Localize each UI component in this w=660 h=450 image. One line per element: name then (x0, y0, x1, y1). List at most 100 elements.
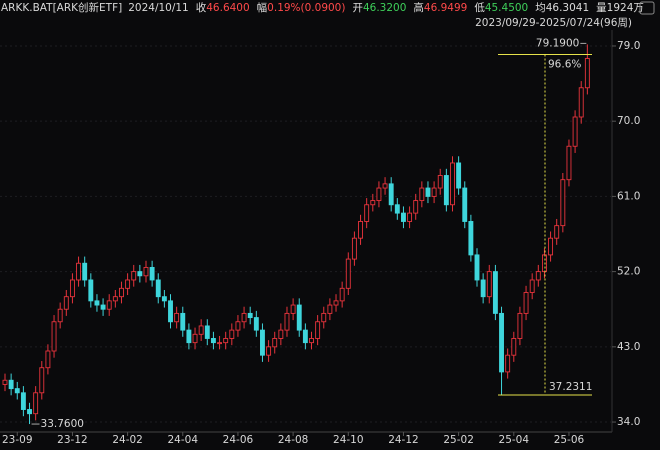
candle-body (112, 296, 118, 302)
candle-body (88, 279, 94, 302)
header-label: 均 (535, 2, 546, 14)
candle-body (437, 175, 443, 189)
x-tick-label: 24-10 (333, 434, 364, 446)
candle-body (125, 279, 131, 289)
candle-body (351, 237, 357, 260)
candle-body (278, 329, 284, 339)
max-label: 79.1900 (536, 37, 579, 49)
candle-body (468, 221, 474, 256)
candle-body (499, 312, 504, 373)
candle-body (14, 388, 20, 394)
candle-body (186, 329, 192, 344)
x-tick-label: 25-02 (443, 434, 474, 446)
header-label: 低 (474, 1, 485, 14)
candle-body (94, 300, 100, 306)
candle-body (425, 187, 431, 197)
y-tick-label: 52.0 (617, 266, 640, 278)
candle-body (511, 338, 517, 356)
y-tick-label: 61.0 (617, 190, 640, 202)
candle-body (198, 325, 204, 335)
candle-body (247, 312, 253, 319)
candle-body (210, 338, 216, 344)
title: ARKK.BAT[ARK创新ETF] (1, 1, 122, 14)
candle-body (456, 162, 462, 189)
header-value: 0.19%(0.0900) (267, 2, 345, 14)
x-tick-label: 24-12 (388, 434, 419, 446)
candle-body (394, 204, 400, 214)
candle-body (572, 116, 578, 147)
header-value: 46.9499 (424, 2, 467, 14)
candle-body (290, 304, 296, 314)
candle-body (535, 271, 541, 281)
candle-body (296, 304, 302, 331)
candle-body (339, 287, 345, 302)
candle-body (523, 292, 529, 314)
candle-body (302, 329, 308, 344)
candle-body (2, 379, 8, 385)
candle-body (321, 312, 327, 323)
candle-body (260, 329, 265, 356)
candle-body (401, 212, 406, 222)
candle-body (388, 183, 394, 206)
candle-body (431, 187, 437, 197)
header-value: 45.4500 (485, 2, 528, 14)
header-value: 46.6400 (206, 2, 249, 14)
candle-body (566, 145, 572, 181)
candle-body (63, 296, 69, 310)
candle-body (100, 304, 106, 310)
candle-body (480, 279, 486, 298)
x-tick-label: 24-02 (112, 434, 143, 446)
candle-body (33, 392, 39, 415)
candle-body (223, 338, 229, 344)
candle-body (204, 325, 210, 339)
x-tick-label: 25-06 (554, 434, 585, 446)
candle-body (554, 225, 560, 239)
x-tick-label: 23-09 (2, 434, 33, 446)
y-tick-label: 79.0 (617, 40, 640, 52)
candle-body (376, 187, 382, 202)
candle-body (462, 187, 468, 222)
header-value: 46.3200 (363, 2, 406, 14)
candle-body (529, 279, 535, 293)
range-low: 37.2311 (549, 381, 592, 393)
header: ARKK.BAT[ARK创新ETF] 2024/10/11 收46.6400 幅0.1… (1, 1, 644, 14)
candle-body (450, 162, 455, 206)
menu-icon[interactable] (639, 1, 655, 15)
candle-body (241, 312, 247, 323)
x-tick-label: 24-08 (278, 434, 309, 446)
candle-body (168, 300, 173, 323)
candle-body (486, 271, 492, 298)
candle-body (315, 321, 321, 339)
candle-body (345, 258, 351, 289)
candle-body (51, 321, 57, 352)
candle-body (584, 58, 590, 89)
x-tick-label: 25-04 (499, 434, 530, 446)
candle-body (106, 300, 112, 310)
header-label: 开 (352, 2, 363, 14)
candle-body (8, 379, 14, 390)
header-label: 量 (596, 2, 607, 14)
candle-body (364, 204, 370, 222)
header-label: 收 (196, 1, 207, 14)
candle-body (284, 312, 290, 331)
candle-body (45, 350, 51, 369)
candle-body (229, 329, 235, 339)
candle-body (517, 312, 523, 339)
candle-body (20, 392, 26, 410)
candle-body (57, 308, 63, 323)
candle-body (370, 200, 376, 206)
x-tick-label: 24-04 (168, 434, 199, 446)
candle-body (76, 262, 82, 281)
candle-body (82, 262, 88, 281)
candle-body (419, 187, 425, 202)
candle-body (560, 179, 566, 227)
candle-body (443, 175, 449, 206)
candle-body (505, 354, 511, 373)
candle-body (217, 342, 223, 345)
candle-body (253, 317, 259, 331)
candle-body (39, 367, 45, 394)
candle-body (358, 221, 363, 239)
candle-body (474, 254, 480, 281)
